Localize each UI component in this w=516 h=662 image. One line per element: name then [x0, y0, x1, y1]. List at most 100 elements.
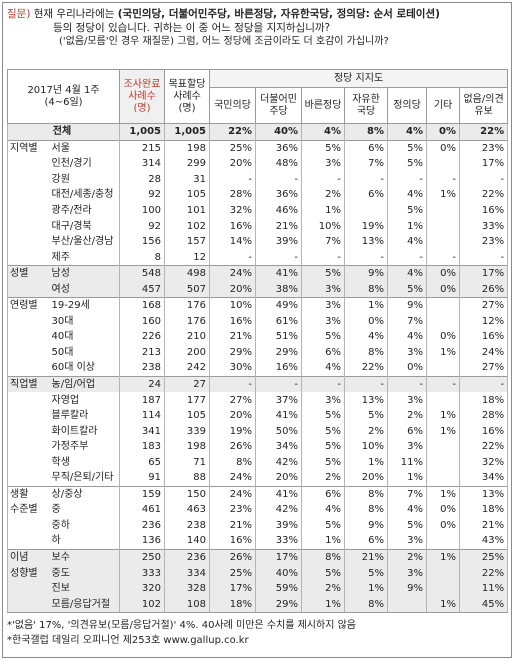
- support-cell: 9%: [344, 517, 389, 534]
- table-row: 60대 이상 238 242 30% 16% 4% 22% 0% 27%: [7, 360, 509, 377]
- support-cell: 4%: [344, 329, 389, 345]
- support-cell: 0%: [426, 139, 461, 157]
- support-cell: 7%: [387, 485, 428, 503]
- group-label: [7, 596, 50, 613]
- sample-weighted-cell: 150: [164, 485, 211, 503]
- support-cell: -: [209, 375, 257, 393]
- table-row: 인천/경기 314 299 20% 48% 3% 7% 5% 17%: [7, 156, 509, 172]
- support-cell: -: [301, 375, 346, 393]
- table-row: 학생 65 71 8% 42% 5% 1% 11% 32%: [7, 454, 509, 471]
- support-cell: [426, 202, 461, 219]
- period-sub: (4~6일): [44, 96, 83, 108]
- support-cell: 1%: [426, 485, 461, 503]
- support-cell: 20%: [209, 407, 257, 424]
- support-cell: 5%: [301, 517, 346, 534]
- support-cell: 7%: [387, 313, 428, 330]
- sample-weighted-cell: 176: [164, 297, 211, 314]
- support-cell: 3%: [387, 392, 428, 408]
- support-cell: 11%: [459, 580, 509, 597]
- support-cell: 3%: [387, 344, 428, 361]
- support-cell: [426, 233, 461, 250]
- period-label: 2017년 4월 1주: [27, 84, 100, 96]
- support-cell: 1%: [344, 297, 389, 314]
- support-cell: -: [426, 375, 461, 393]
- support-cell: 42%: [255, 502, 303, 518]
- support-cell: 32%: [459, 454, 509, 471]
- sample-completed-cell: 226: [119, 329, 166, 345]
- support-cell: 1%: [344, 454, 389, 471]
- table-row: 지역별 서울 215 198 25% 36% 5% 6% 5% 0% 23%: [7, 139, 509, 157]
- support-cell: 21%: [344, 548, 389, 566]
- sample-completed-cell: 28: [119, 171, 166, 188]
- support-cell: 28%: [209, 187, 257, 203]
- sample-completed-cell: 320: [119, 580, 166, 597]
- group-label: [7, 470, 50, 487]
- subgroup-label: 중: [49, 502, 121, 518]
- table-row: 연령별 19-29세 168 176 10% 49% 3% 1% 9% 27%: [7, 297, 509, 314]
- sample-weighted-header: 목표할당사례수(명): [164, 69, 211, 124]
- support-cell: 21%: [209, 517, 257, 534]
- support-cell: 23%: [459, 139, 509, 157]
- support-cell: 0%: [426, 517, 461, 534]
- sample-weighted-cell: 71: [164, 454, 211, 471]
- sample-completed-cell: 91: [119, 470, 166, 487]
- table-row: 광주/전라 100 101 32% 46% 1% 5% 16%: [7, 202, 509, 219]
- support-cell: 4%: [387, 329, 428, 345]
- support-cell: 1%: [344, 580, 389, 597]
- total-row: 전체 1,005 1,005 22% 40% 4% 8% 4% 0% 22%: [6, 123, 509, 141]
- support-cell: 5%: [387, 156, 428, 172]
- support-cell: 24%: [459, 344, 509, 361]
- support-cell: 61%: [255, 313, 303, 330]
- support-cell: 1%: [426, 596, 461, 613]
- support-cell: 28%: [459, 407, 509, 424]
- subgroup-label: 모름/응답거절: [49, 596, 121, 613]
- support-cell: [426, 218, 461, 234]
- support-cell: 49%: [255, 297, 303, 314]
- support-cell: 22%: [459, 187, 509, 203]
- subgroup-label: 무직/은퇴/기타: [49, 470, 121, 487]
- support-cell: 5%: [387, 517, 428, 534]
- support-cell: 2%: [387, 548, 428, 566]
- support-cell: 1%: [387, 218, 428, 234]
- support-cell: 37%: [255, 392, 303, 408]
- table-row: 성향별 중도 333 334 25% 40% 5% 5% 3% 22%: [7, 565, 509, 581]
- support-cell: 27%: [209, 392, 257, 408]
- support-cell: 13%: [344, 233, 389, 250]
- support-cell: 3%: [301, 392, 346, 408]
- group-label: [7, 156, 50, 172]
- support-cell: 1%: [426, 423, 461, 439]
- support-cell: 23%: [209, 502, 257, 518]
- report-frame: 질문) 현재 우리나라에는 (국민의당, 더불어민주당, 바른정당, 자유한국당…: [2, 2, 512, 658]
- subgroup-label: 하: [49, 533, 121, 550]
- group-label: [7, 423, 50, 439]
- support-cell: 5%: [387, 281, 428, 298]
- table-row: 여성 457 507 20% 38% 3% 8% 5% 0% 26%: [7, 281, 509, 298]
- sample-completed-cell: 24: [119, 375, 166, 393]
- sample-completed-cell: 159: [119, 485, 166, 503]
- sample-completed-cell: 92: [119, 187, 166, 203]
- support-cell: 26%: [459, 281, 509, 298]
- support-cell: -: [255, 249, 303, 266]
- subgroup-label: 서울: [49, 139, 121, 157]
- support-cell: 33%: [459, 218, 509, 234]
- sample-completed-cell: 136: [119, 533, 166, 550]
- sample-weighted-cell: 176: [164, 313, 211, 330]
- support-cell: 4%: [301, 502, 346, 518]
- support-cell: 24%: [209, 264, 257, 282]
- subgroup-label: 중도: [49, 565, 121, 581]
- subgroup-label: 제주: [49, 249, 121, 266]
- group-label: 성별: [7, 264, 50, 282]
- sample-weighted-cell: 140: [164, 533, 211, 550]
- support-cell: 3%: [387, 533, 428, 550]
- support-cell: 4%: [387, 123, 428, 141]
- sample-completed-cell: 341: [119, 423, 166, 439]
- support-cell: 30%: [209, 360, 257, 377]
- support-cell: 18%: [209, 596, 257, 613]
- party-header: 기타: [426, 87, 461, 124]
- subgroup-label: 60대 이상: [49, 360, 121, 377]
- support-cell: 8%: [209, 454, 257, 471]
- sample-weighted-cell: 210: [164, 329, 211, 345]
- subgroup-label: 19-29세: [49, 297, 121, 314]
- support-cell: 9%: [387, 297, 428, 314]
- table-row: 자영업 187 177 27% 37% 3% 13% 3% 18%: [7, 392, 509, 408]
